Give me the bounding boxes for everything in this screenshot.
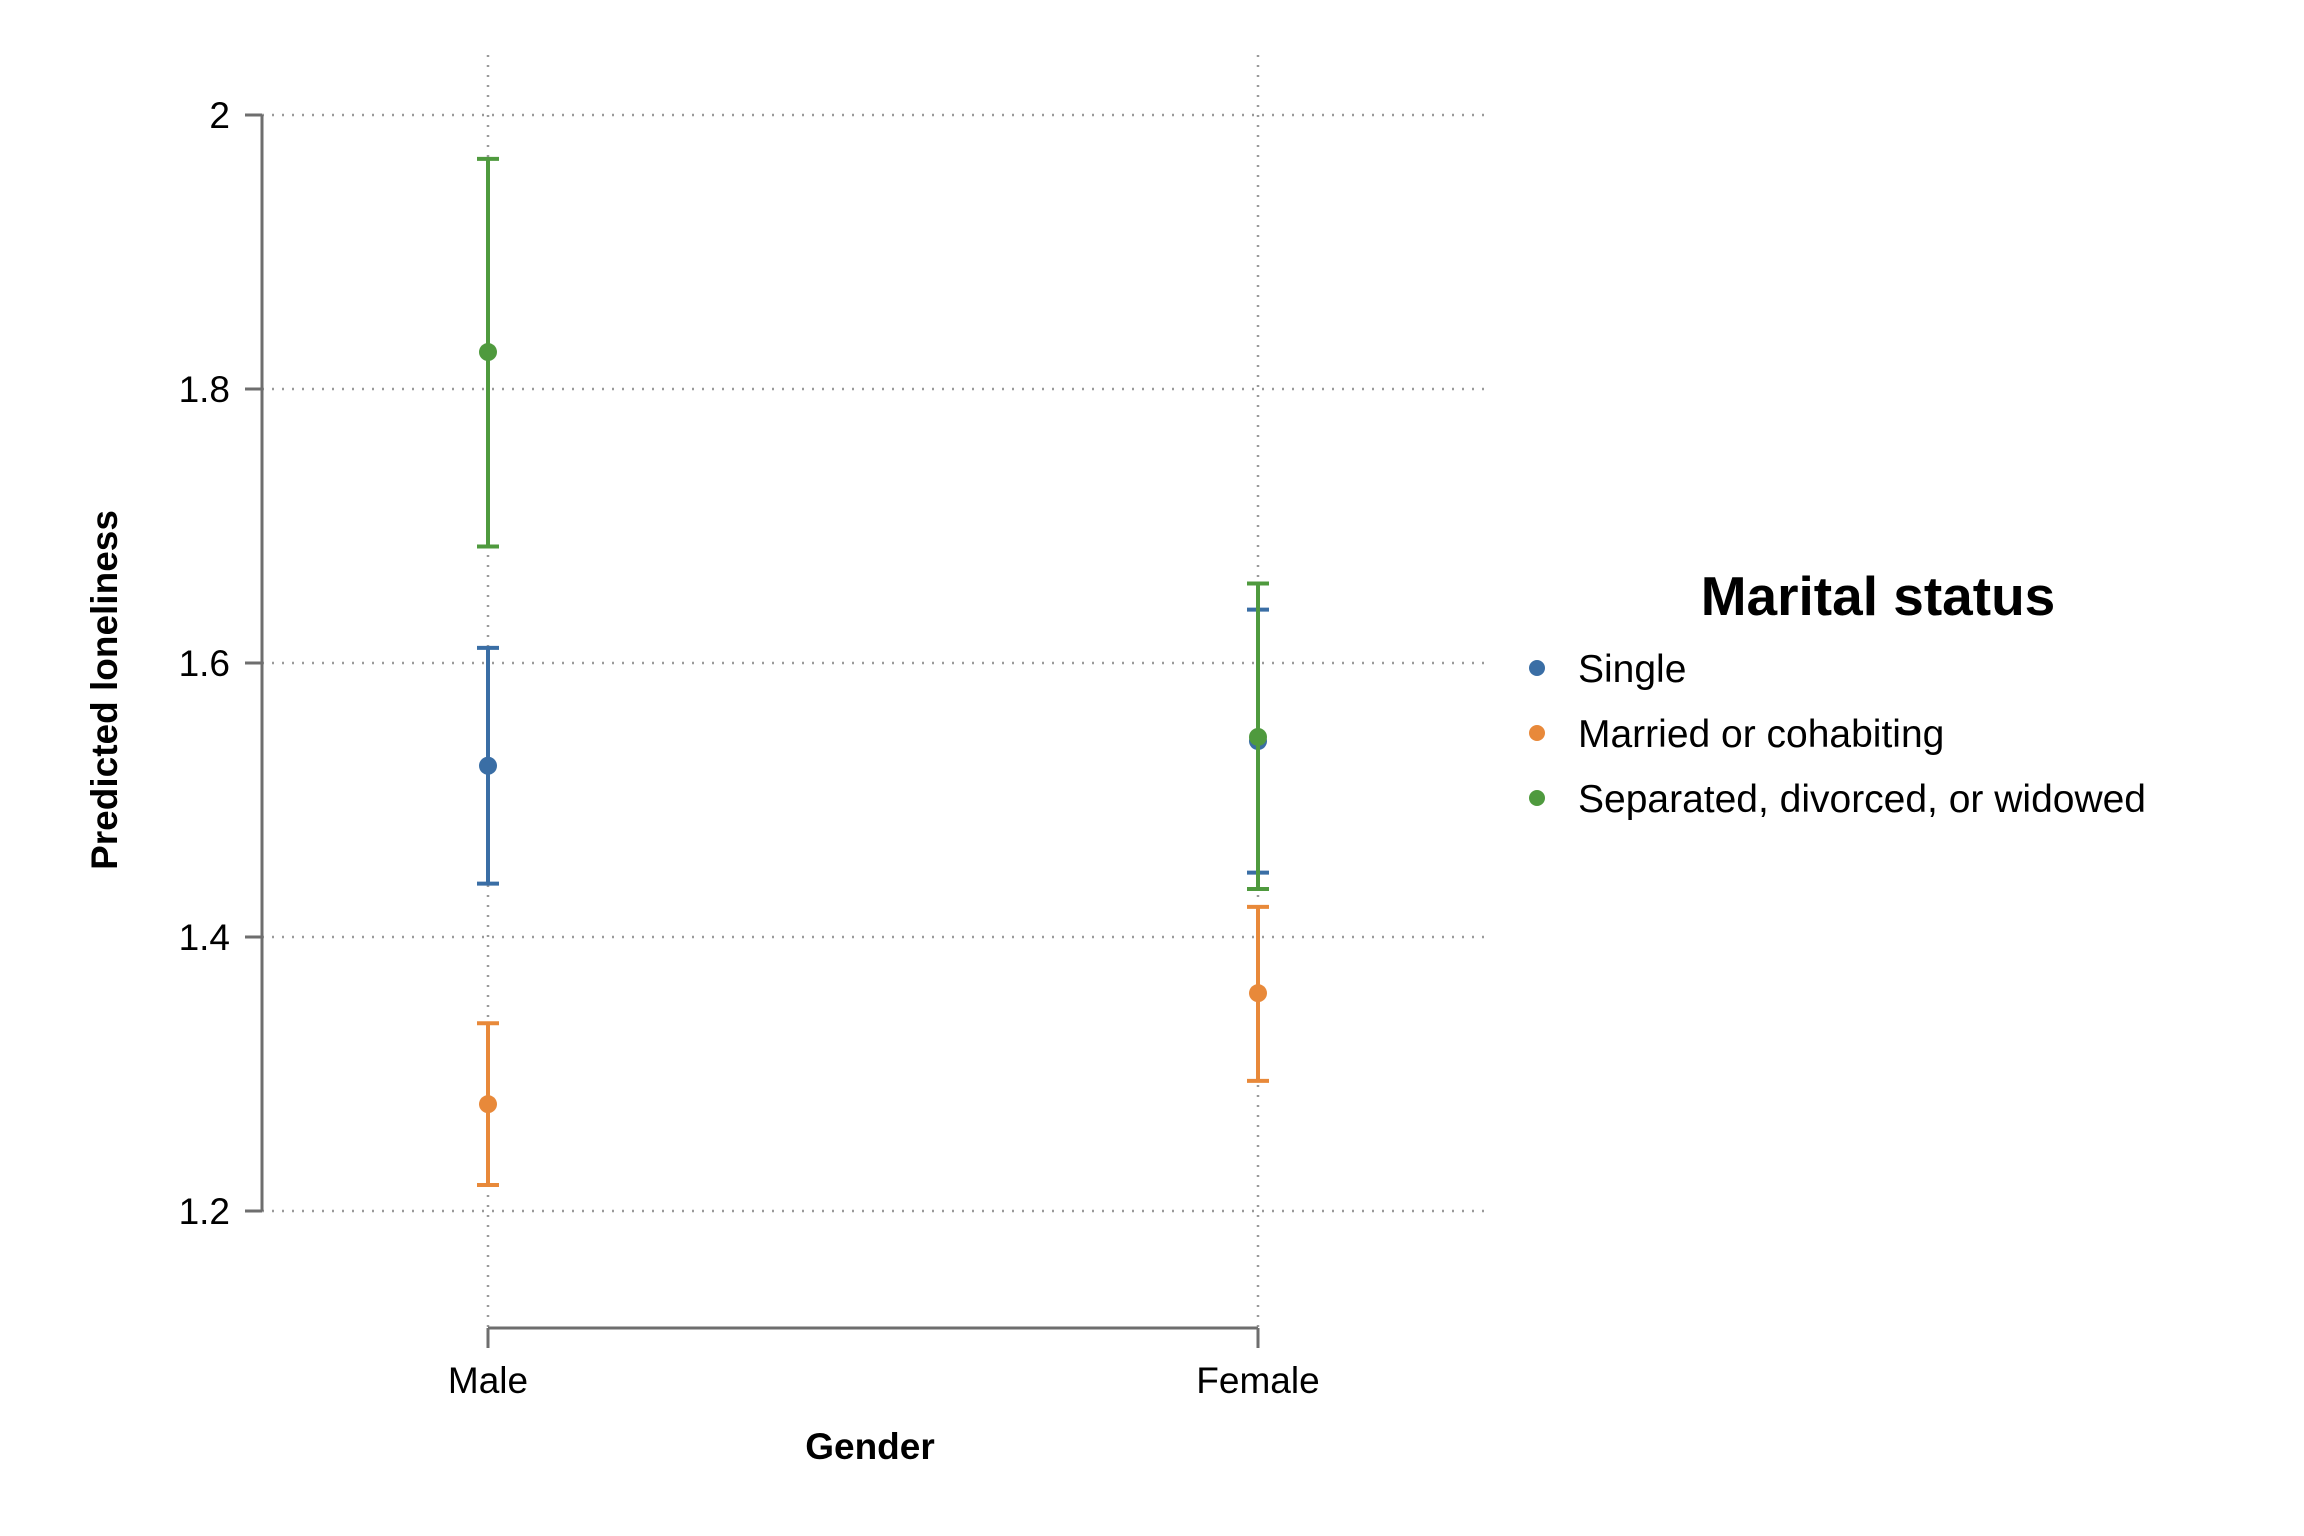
x-tick-label: Male <box>448 1360 528 1401</box>
data-point <box>479 1095 497 1114</box>
y-tick-label: 1.8 <box>179 369 230 410</box>
data-point <box>479 756 497 775</box>
legend: Marital status Single Married or cohabiti… <box>1529 565 2146 821</box>
data-marks <box>477 156 1269 1187</box>
legend-marker <box>1529 725 1545 741</box>
grid-lines <box>262 55 1485 1328</box>
legend-label: Separated, divorced, or widowed <box>1578 778 2146 821</box>
y-tick-label: 1.4 <box>179 917 230 958</box>
y-tick-label: 1.6 <box>179 643 230 684</box>
legend-marker <box>1529 790 1545 806</box>
axes: 1.2 1.4 1.6 1.8 2 Male Female <box>179 95 1320 1401</box>
series-single <box>477 607 1269 886</box>
y-axis-title: Predicted loneliness <box>84 510 125 870</box>
data-point <box>1249 984 1267 1003</box>
legend-title: Marital status <box>1701 565 2056 627</box>
data-point <box>479 343 497 362</box>
series-married-or-cohabiting <box>477 904 1269 1187</box>
data-point <box>1249 727 1267 746</box>
legend-label: Married or cohabiting <box>1578 713 1944 756</box>
y-tick-label: 1.2 <box>179 1191 230 1232</box>
legend-label: Single <box>1578 648 1686 691</box>
x-tick-label: Female <box>1196 1360 1319 1401</box>
x-axis-title: Gender <box>805 1426 935 1467</box>
series-separated-divorced-or-widowed <box>477 156 1269 892</box>
legend-marker <box>1529 660 1545 676</box>
y-tick-label: 2 <box>209 95 230 136</box>
